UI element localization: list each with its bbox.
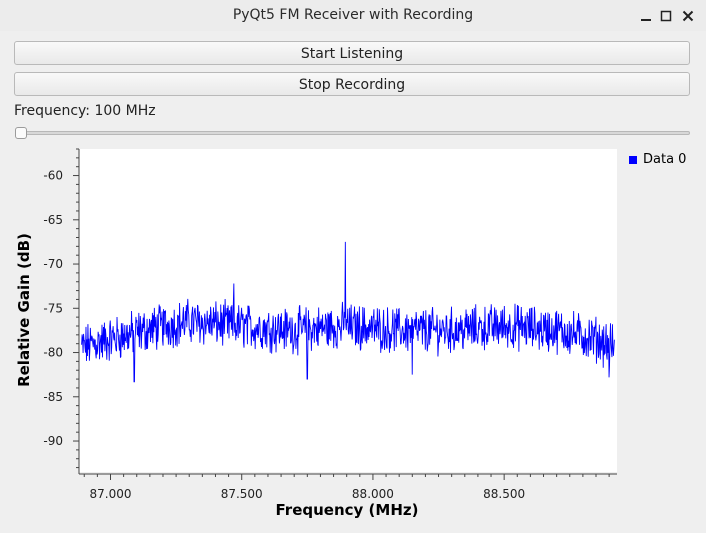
chart-ticks: -60 -65 -70 -75 -80 -85 -90 87.000 87.500 88.000 8… xyxy=(43,148,610,501)
maximize-icon[interactable] xyxy=(656,6,676,26)
y-tick-label: -75 xyxy=(43,301,63,315)
chart-axes xyxy=(78,149,617,475)
series-layer xyxy=(81,241,615,383)
x-tick-label: 87.000 xyxy=(89,487,131,501)
y-tick-label: -60 xyxy=(43,169,63,183)
y-tick-label: -85 xyxy=(43,390,63,404)
y-tick-label: -70 xyxy=(43,257,63,271)
x-tick-label: 88.000 xyxy=(352,487,394,501)
y-tick-label: -65 xyxy=(43,213,63,227)
window-title: PyQt5 FM Receiver with Recording xyxy=(232,7,474,23)
y-tick-label: -90 xyxy=(43,434,63,448)
legend-swatch xyxy=(629,155,637,164)
y-tick-label: -80 xyxy=(43,346,63,360)
minimize-icon[interactable] xyxy=(636,6,656,26)
frequency-label: Frequency: 100 MHz xyxy=(14,103,156,119)
chart-legend: Data 0 xyxy=(629,152,686,167)
close-icon[interactable] xyxy=(678,6,698,26)
window-titlebar[interactable]: PyQt5 FM Receiver with Recording xyxy=(0,0,706,31)
frequency-slider-handle[interactable] xyxy=(15,127,27,139)
start-listening-button[interactable]: Start Listening xyxy=(14,41,690,65)
legend-label: Data 0 xyxy=(643,152,687,167)
x-tick-label: 87.500 xyxy=(221,487,263,501)
y-axis-label: Relative Gain (dB) xyxy=(15,233,33,387)
series-line-data-0 xyxy=(81,241,615,383)
x-tick-label: 88.500 xyxy=(483,487,525,501)
x-axis-label: Frequency (MHz) xyxy=(276,501,419,519)
stop-recording-button[interactable]: Stop Recording xyxy=(14,72,690,96)
